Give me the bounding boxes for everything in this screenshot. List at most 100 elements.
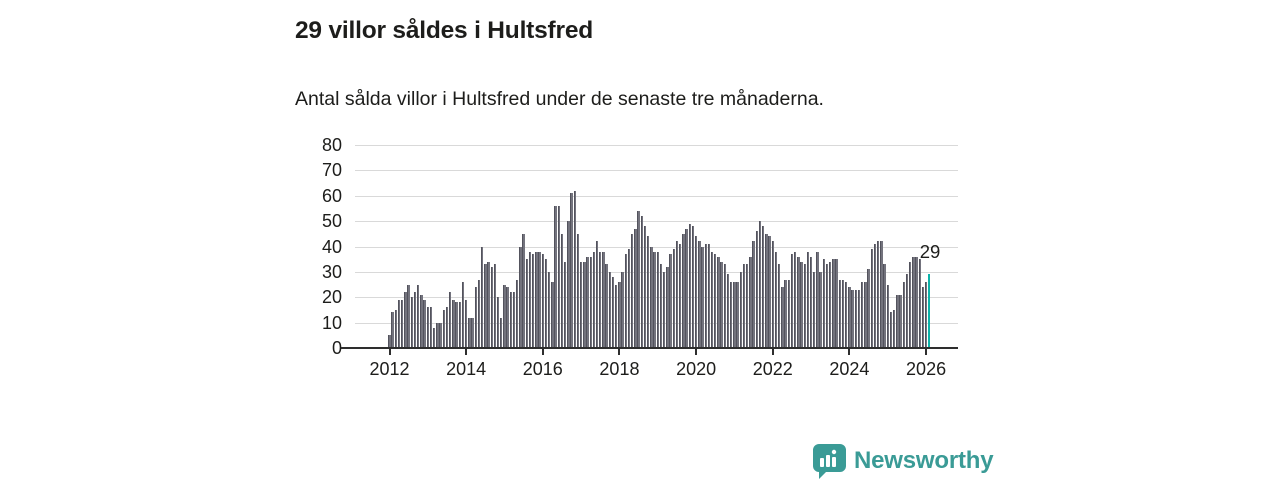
bar: [474, 287, 477, 348]
bar: [870, 249, 873, 348]
y-axis-tick-label: 40: [321, 236, 342, 257]
bar: [487, 261, 490, 348]
bar: [675, 241, 679, 348]
bar: [908, 261, 912, 348]
x-axis-line: [341, 347, 958, 349]
y-axis-tick-label: 60: [321, 185, 342, 206]
bar: [688, 223, 691, 348]
gridline: [355, 221, 958, 223]
bar: [857, 289, 861, 348]
x-axis-tick-label: 2024: [829, 359, 870, 379]
bar: [800, 261, 803, 348]
bar: [653, 251, 656, 348]
newsworthy-logo: Newsworthy: [812, 443, 994, 479]
bar: [426, 307, 430, 348]
bar: [464, 299, 468, 348]
bar: [749, 256, 752, 348]
bar: [902, 282, 905, 348]
bar: [563, 261, 567, 348]
bar: [442, 309, 445, 348]
bar: [541, 254, 544, 348]
bar: [883, 264, 886, 348]
bar: [691, 226, 695, 348]
bar: [701, 246, 704, 348]
bar: [832, 259, 835, 348]
bar: [771, 241, 774, 348]
bar: [912, 256, 915, 348]
bar: [452, 299, 455, 348]
bar: [861, 282, 864, 348]
bar: [567, 221, 570, 348]
bar: [777, 264, 781, 348]
bar: [420, 294, 423, 348]
bar: [637, 210, 640, 348]
bar: [500, 317, 503, 348]
bar: [570, 193, 573, 348]
bar: [490, 266, 493, 348]
bar: [889, 312, 893, 348]
bar: [621, 271, 624, 348]
bar: [512, 292, 516, 348]
bar: [532, 254, 535, 348]
bar: [829, 261, 832, 348]
bar: [627, 249, 631, 348]
bar: [739, 271, 743, 348]
bar: [458, 302, 461, 348]
x-axis-tick-label: 2016: [522, 359, 563, 379]
bar: [669, 254, 672, 348]
x-axis-tick: [925, 349, 928, 355]
bar: [445, 307, 449, 348]
bar: [867, 269, 870, 348]
bar: [758, 221, 762, 348]
y-axis-tick-label: 30: [321, 261, 342, 282]
bar: [548, 271, 551, 348]
bar: [742, 264, 746, 348]
gridline: [355, 195, 958, 197]
bar: [880, 241, 883, 348]
bar: [407, 284, 410, 348]
bar: [726, 274, 730, 348]
bar: [583, 261, 586, 348]
bar: [608, 271, 612, 348]
bar: [841, 279, 845, 348]
gridline: [355, 297, 958, 299]
bar: [797, 256, 800, 348]
bar: [736, 282, 739, 348]
bar: [643, 226, 647, 348]
x-axis-tick-label: 2014: [446, 359, 487, 379]
bar: [579, 261, 583, 348]
bar: [774, 251, 778, 348]
bar: [388, 335, 391, 348]
bar: [752, 241, 755, 348]
bar: [886, 284, 889, 348]
bar: [662, 271, 666, 348]
bar: [429, 307, 433, 348]
bar: [493, 264, 497, 348]
bar: [845, 282, 848, 348]
x-axis-tick-label: 2012: [369, 359, 410, 379]
bar: [694, 236, 698, 348]
y-axis-tick-label: 70: [321, 160, 342, 181]
bar: [576, 233, 580, 348]
bar: [615, 284, 618, 348]
bar: [816, 251, 819, 348]
newsworthy-logo-icon: [813, 444, 846, 479]
x-axis-tick-label: 2018: [599, 359, 640, 379]
bar: [433, 327, 436, 348]
bar: [899, 294, 902, 348]
bar: [710, 251, 714, 348]
bar: [640, 216, 644, 348]
bar: [477, 279, 481, 348]
bar: [624, 254, 628, 348]
bar: [573, 190, 576, 348]
bar: [723, 264, 727, 348]
bar: [656, 251, 659, 348]
bar: [781, 287, 784, 348]
bar: [672, 249, 675, 348]
bar: [924, 282, 928, 348]
x-axis-tick: [695, 349, 698, 355]
bar: [599, 251, 602, 348]
bar: [704, 243, 707, 348]
bar: [746, 264, 749, 348]
bar: [720, 261, 723, 348]
